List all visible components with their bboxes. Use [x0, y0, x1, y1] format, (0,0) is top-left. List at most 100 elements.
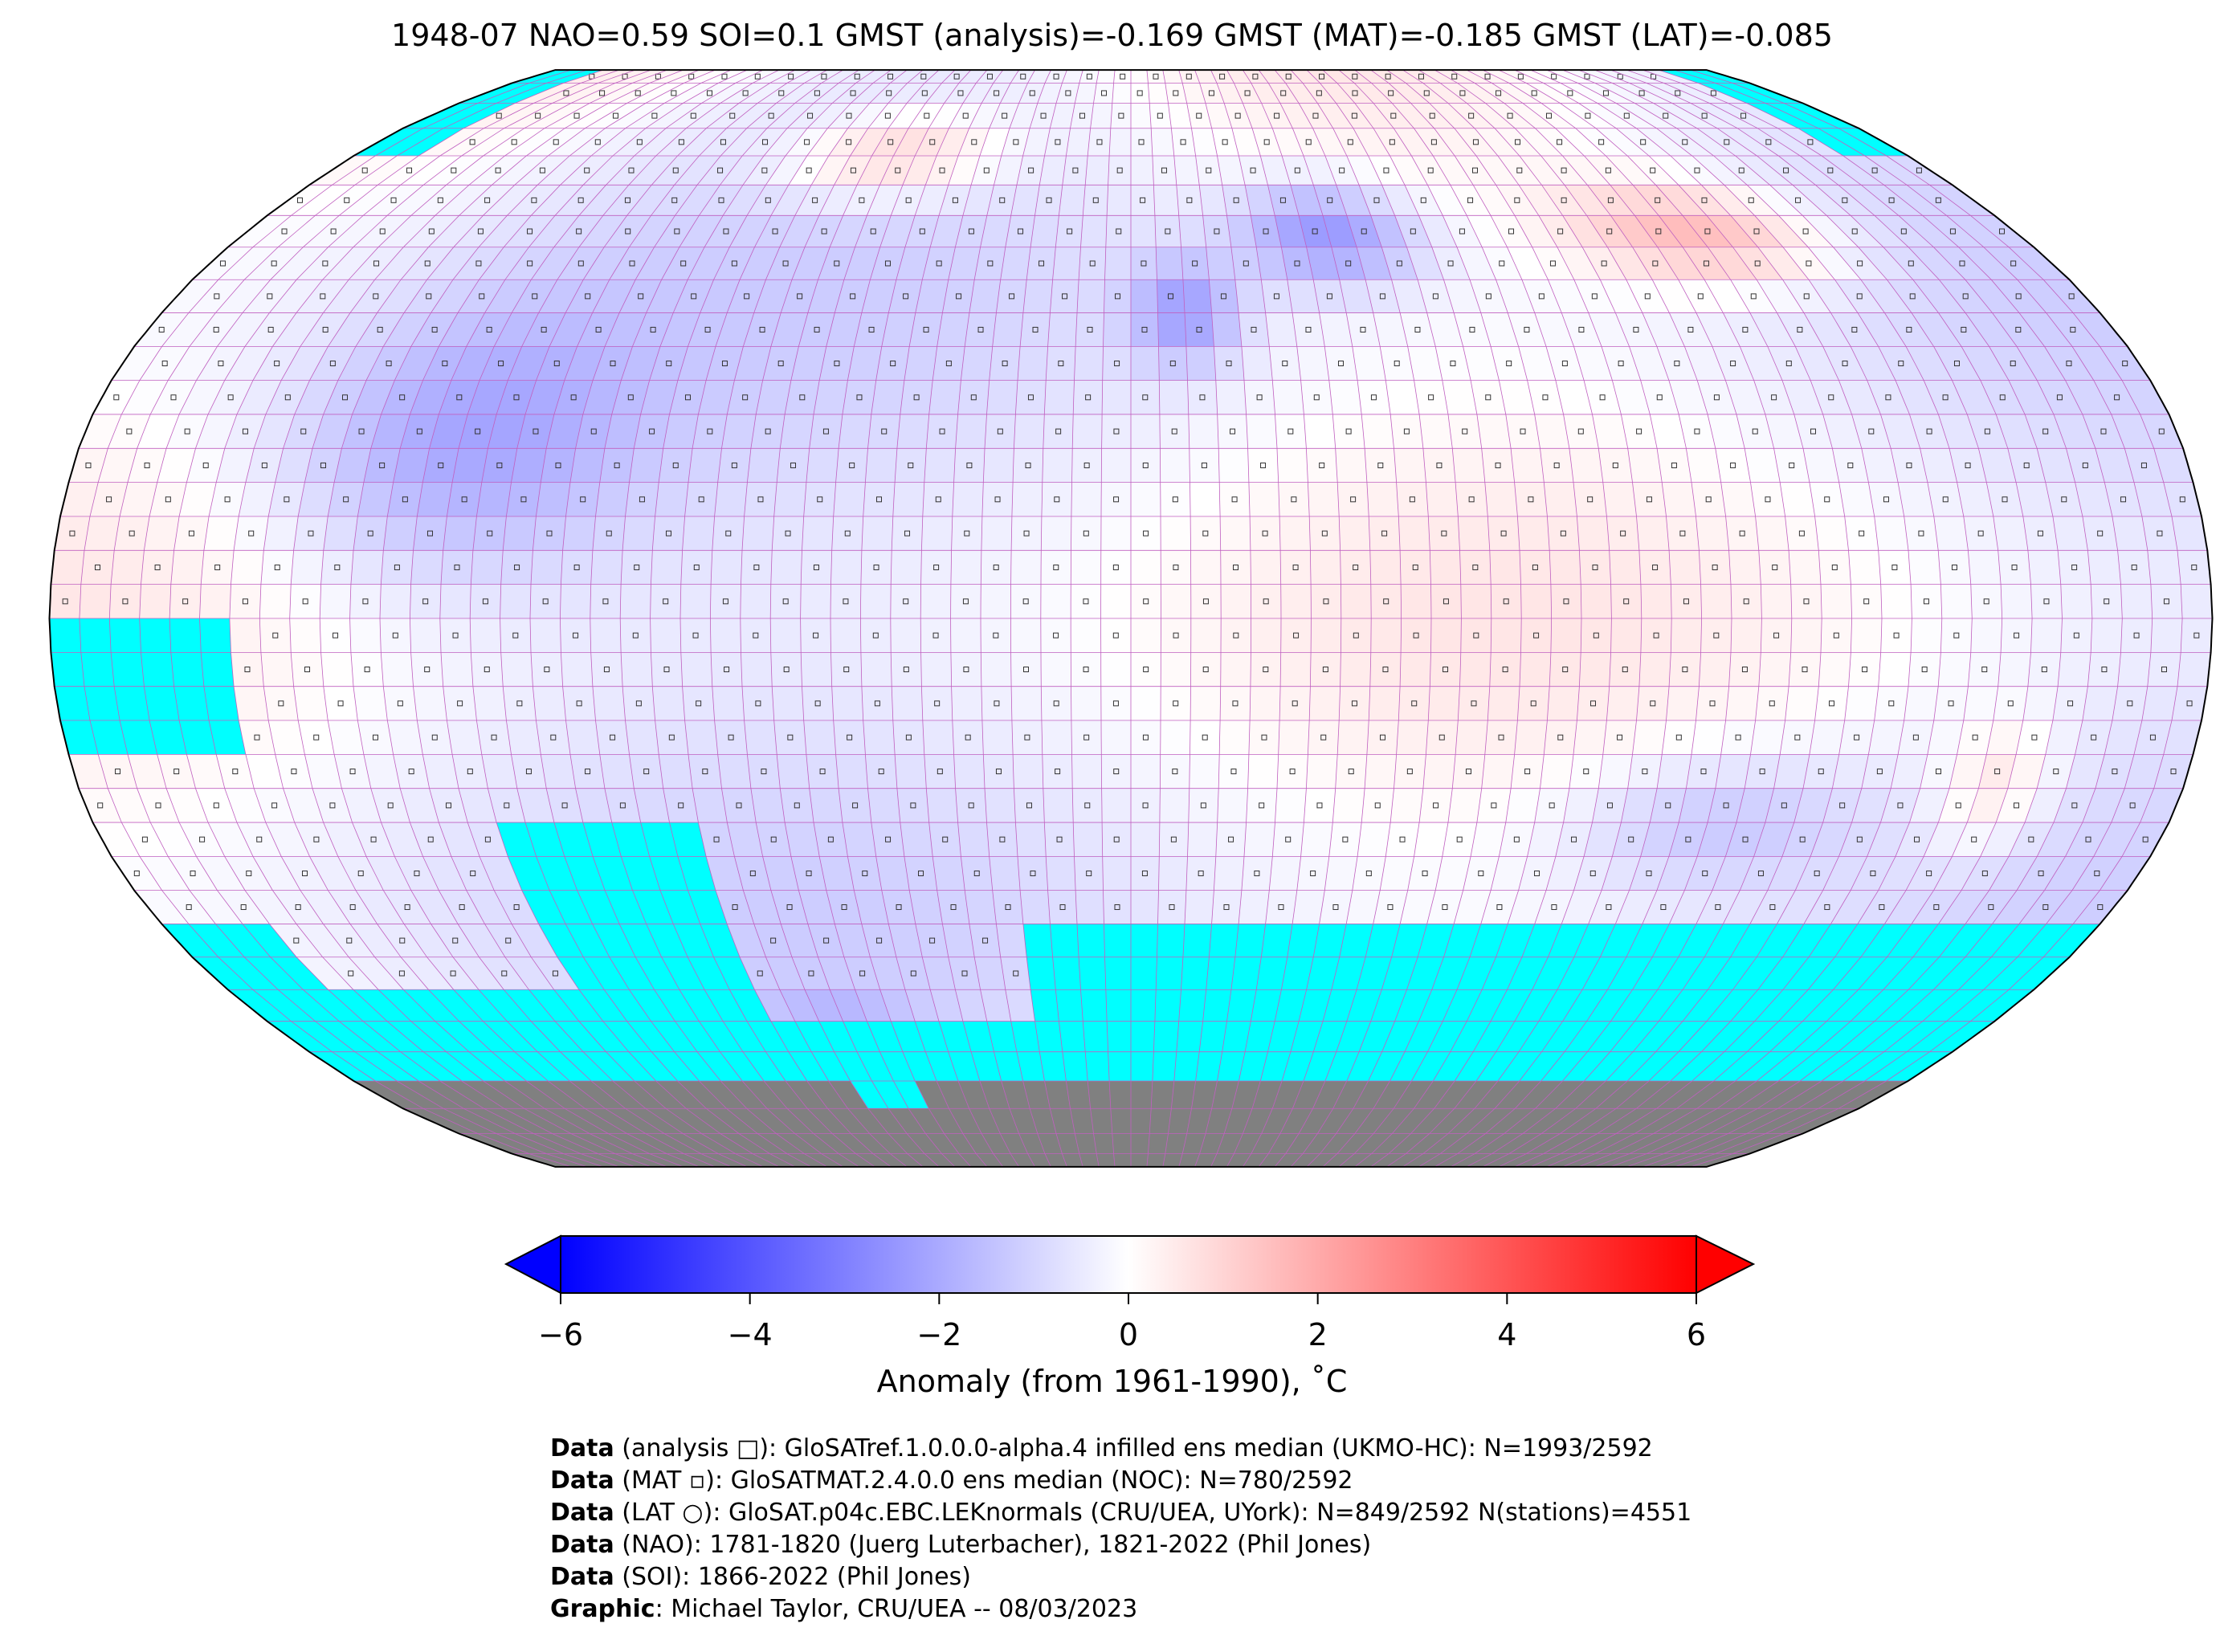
grid-cell [720, 1051, 765, 1082]
observation-marker [1083, 667, 1089, 673]
grid-cell [1430, 550, 1461, 585]
grid-cell [2082, 788, 2125, 823]
observation-marker [1053, 632, 1059, 638]
observation-marker [1143, 530, 1149, 536]
observation-marker [702, 769, 708, 775]
grid-cell [229, 584, 261, 618]
grid-cell [500, 584, 532, 618]
observation-marker [1798, 530, 1805, 536]
grid-cell [2171, 686, 2208, 721]
grid-cell [1455, 155, 1496, 186]
grid-cell [1498, 70, 1544, 84]
grid-cell [1017, 346, 1048, 381]
grid-cell [740, 584, 771, 618]
grid-cell [625, 720, 659, 755]
observation-marker [1498, 734, 1504, 740]
grid-cell [1657, 957, 1705, 990]
grid-cell [1381, 247, 1418, 280]
grid-cell [827, 1108, 870, 1134]
grid-cell [715, 312, 754, 347]
grid-cell [1629, 346, 1669, 381]
grid-cell [957, 822, 990, 857]
grid-cell [1642, 312, 1685, 347]
grid-cell [1311, 618, 1341, 653]
grid-cell [1880, 584, 1912, 618]
grid-cell [699, 128, 747, 156]
grid-cell [1911, 584, 1942, 618]
observation-marker [1906, 326, 1912, 332]
grid-cell [578, 989, 627, 1022]
grid-cell [1798, 128, 1865, 156]
observation-marker [635, 90, 641, 96]
grid-cell [924, 70, 956, 84]
grid-cell [1640, 380, 1679, 414]
grid-cell [1499, 822, 1535, 857]
observation-marker [968, 228, 974, 235]
grid-cell [1573, 482, 1607, 516]
grid-cell [355, 890, 404, 924]
grid-cell [1368, 155, 1405, 186]
grid-cell [1131, 128, 1153, 156]
grid-cell [621, 346, 661, 381]
grid-cell [994, 155, 1023, 186]
grid-cell [1039, 1051, 1067, 1082]
grid-cell [1191, 1081, 1218, 1109]
grid-cell [1826, 215, 1883, 247]
grid-cell [1492, 83, 1542, 104]
grid-cell [754, 989, 795, 1022]
grid-cell [1761, 584, 1792, 618]
observation-marker [1618, 361, 1624, 367]
grid-cell [1402, 1153, 1441, 1167]
grid-cell [640, 380, 678, 414]
grid-cell [1157, 890, 1186, 924]
grid-cell [1398, 686, 1430, 721]
grid-cell [1109, 1081, 1131, 1109]
grid-cell [1251, 83, 1280, 104]
grid-cell [577, 890, 620, 924]
grid-cell [1713, 1051, 1770, 1082]
grid-cell [1100, 584, 1131, 618]
grid-cell [541, 754, 576, 789]
grid-cell [422, 856, 467, 891]
grid-cell [59, 482, 99, 516]
grid-cell [770, 890, 808, 924]
grid-cell [80, 550, 115, 585]
observation-marker [1675, 734, 1682, 740]
grid-cell [1638, 652, 1671, 687]
grid-cell [1573, 720, 1607, 755]
grid-cell [1353, 1081, 1390, 1109]
grid-cell [1830, 890, 1879, 924]
grid-cell [1610, 989, 1658, 1022]
observation-marker [729, 112, 736, 119]
grid-cell [1610, 1153, 1664, 1167]
grid-cell [466, 890, 512, 924]
observation-marker [1305, 326, 1312, 332]
observation-marker [1551, 904, 1557, 911]
grid-cell [1532, 957, 1574, 990]
observation-marker [550, 734, 557, 740]
grid-cell [254, 414, 295, 449]
grid-cell [1322, 989, 1357, 1022]
grid-cell [770, 652, 802, 687]
grid-cell [626, 1021, 675, 1052]
observation-marker [1769, 904, 1776, 911]
observation-marker [334, 564, 341, 570]
grid-cell [1275, 215, 1307, 247]
grid-cell [1250, 550, 1281, 585]
grid-cell [661, 957, 705, 990]
observation-marker [1851, 326, 1858, 332]
grid-cell [1291, 1153, 1320, 1167]
observation-marker [2133, 632, 2140, 638]
grid-cell [443, 686, 477, 721]
grid-cell [590, 618, 622, 653]
observation-marker [2010, 361, 2016, 367]
grid-cell [592, 516, 626, 551]
grid-cell [1073, 822, 1103, 857]
grid-cell [260, 550, 294, 585]
grid-cell [729, 989, 771, 1022]
grid-cell [1541, 103, 1597, 128]
grid-cell [379, 618, 411, 653]
grid-cell [608, 1133, 667, 1154]
grid-cell [788, 1051, 829, 1082]
grid-cell [1079, 247, 1106, 280]
